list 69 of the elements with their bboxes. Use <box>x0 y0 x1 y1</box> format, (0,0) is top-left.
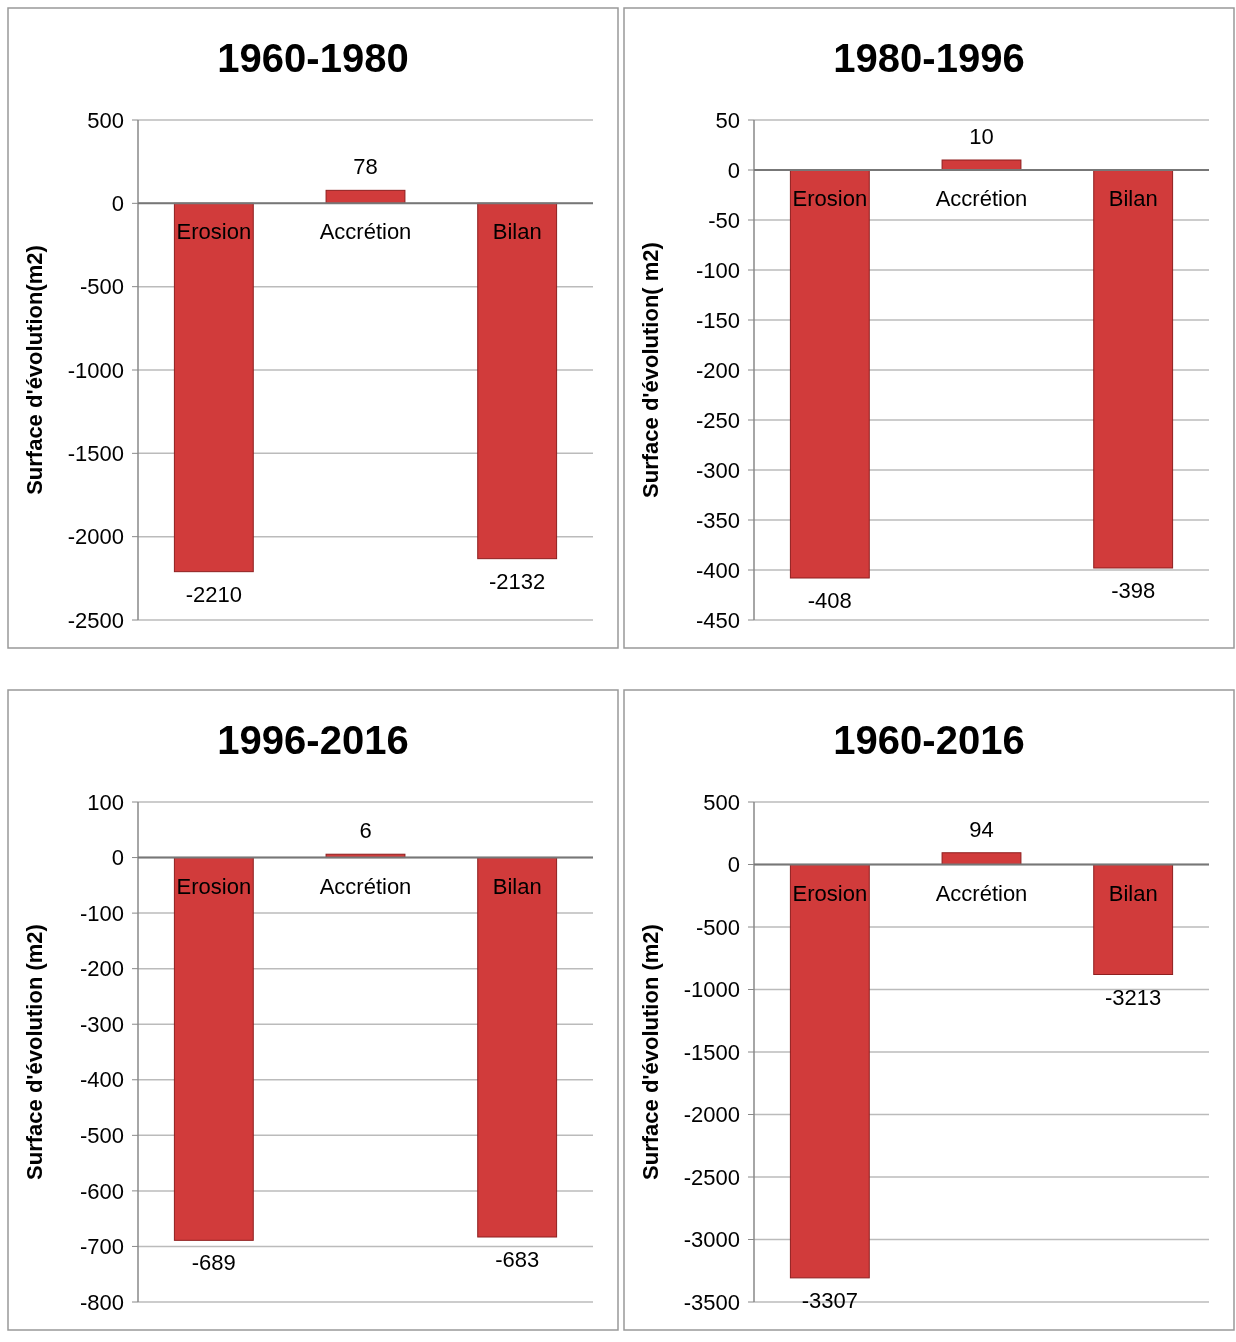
x-tick-label: Bilan <box>492 219 542 245</box>
chart-title: 1996-2016 <box>217 718 409 762</box>
y-tick-label: -350 <box>695 507 740 533</box>
x-tick-label: Accrétion <box>319 219 412 245</box>
y-tick-label: -400 <box>695 557 740 583</box>
data-label: 78 <box>353 154 378 180</box>
chart-title: 1960-2016 <box>833 718 1025 762</box>
y-tick-label: 0 <box>727 157 740 183</box>
y-tick-label: -3000 <box>683 1227 740 1253</box>
x-tick-label: Accrétion <box>319 873 412 899</box>
data-label: -3307 <box>801 1287 858 1313</box>
y-axis-title: Surface d'évolution (m2) <box>22 924 47 1180</box>
y-tick-label: 0 <box>727 852 740 878</box>
y-axis-title: Surface d'évolution (m2) <box>638 924 663 1180</box>
y-tick-label: -500 <box>79 1123 124 1149</box>
data-label: -689 <box>191 1250 236 1276</box>
y-tick-label: -200 <box>79 956 124 982</box>
y-tick-label: -500 <box>79 274 124 300</box>
y-tick-label: 0 <box>111 191 124 217</box>
y-tick-label: -1500 <box>683 1039 740 1065</box>
y-tick-label: -3500 <box>683 1289 740 1315</box>
y-tick-label: -200 <box>695 357 740 383</box>
chart-title: 1960-1980 <box>217 36 409 80</box>
y-axis-title: Surface d'évolution( m2) <box>638 242 663 498</box>
y-tick-label: -400 <box>79 1067 124 1093</box>
y-tick-label: -2500 <box>67 607 124 633</box>
x-tick-label: Bilan <box>492 873 542 899</box>
x-tick-label: Erosion <box>792 880 868 906</box>
y-tick-label: -1000 <box>67 357 124 383</box>
x-tick-label: Accrétion <box>935 880 1028 906</box>
x-tick-label: Erosion <box>176 219 252 245</box>
y-tick-label: 500 <box>87 107 124 133</box>
data-label: 6 <box>359 818 372 844</box>
data-label: -2132 <box>489 568 546 594</box>
y-tick-label: 100 <box>87 789 124 815</box>
y-tick-label: -700 <box>79 1234 124 1260</box>
y-tick-label: -1500 <box>67 441 124 467</box>
y-tick-label: 50 <box>715 107 740 133</box>
y-tick-label: -100 <box>695 257 740 283</box>
data-label: 10 <box>969 124 994 149</box>
y-tick-label: -800 <box>79 1289 124 1315</box>
y-tick-label: -450 <box>695 607 740 633</box>
y-tick-label: -300 <box>79 1011 124 1037</box>
data-label: 94 <box>969 816 994 842</box>
x-tick-label: Erosion <box>792 186 868 211</box>
data-label: -398 <box>1111 578 1156 603</box>
x-tick-label: Bilan <box>1108 880 1158 906</box>
y-tick-label: -100 <box>79 900 124 926</box>
data-label: -2210 <box>185 581 242 607</box>
y-tick-label: 500 <box>703 789 740 815</box>
y-tick-label: -600 <box>79 1178 124 1204</box>
y-tick-label: -2500 <box>683 1164 740 1190</box>
y-tick-label: -50 <box>708 207 740 233</box>
y-axis-title: Surface d'évolution(m2) <box>22 245 47 495</box>
data-label: -683 <box>495 1247 540 1272</box>
y-tick-label: -300 <box>695 457 740 483</box>
chart-title: 1980-1996 <box>833 36 1025 80</box>
y-tick-label: -1000 <box>683 977 740 1003</box>
x-tick-label: Accrétion <box>935 186 1028 211</box>
data-label: -408 <box>807 588 852 613</box>
y-tick-label: -2000 <box>683 1102 740 1128</box>
annotation: -3213 <box>1105 984 1162 1010</box>
y-tick-label: -250 <box>695 407 740 433</box>
y-tick-label: 0 <box>111 845 124 871</box>
y-tick-label: -2000 <box>67 524 124 550</box>
x-tick-label: Erosion <box>176 873 252 899</box>
y-tick-label: -500 <box>695 914 740 940</box>
y-tick-label: -150 <box>695 307 740 333</box>
x-tick-label: Bilan <box>1108 186 1158 211</box>
